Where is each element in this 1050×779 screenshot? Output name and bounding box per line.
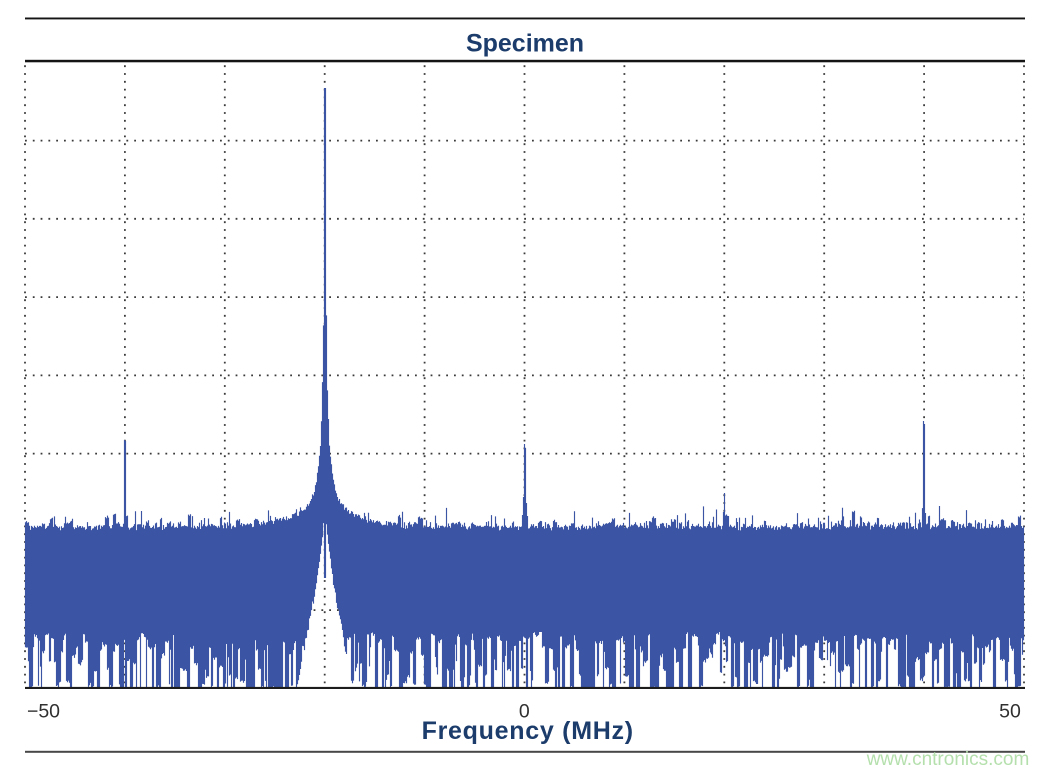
svg-text:Specimen: Specimen: [466, 30, 584, 58]
svg-text:www.cntronics.com: www.cntronics.com: [866, 749, 1030, 770]
svg-text:Frequency (MHz): Frequency (MHz): [422, 717, 634, 745]
svg-text:−50: −50: [27, 700, 60, 722]
svg-text:0: 0: [519, 700, 530, 722]
svg-text:50: 50: [999, 700, 1021, 722]
